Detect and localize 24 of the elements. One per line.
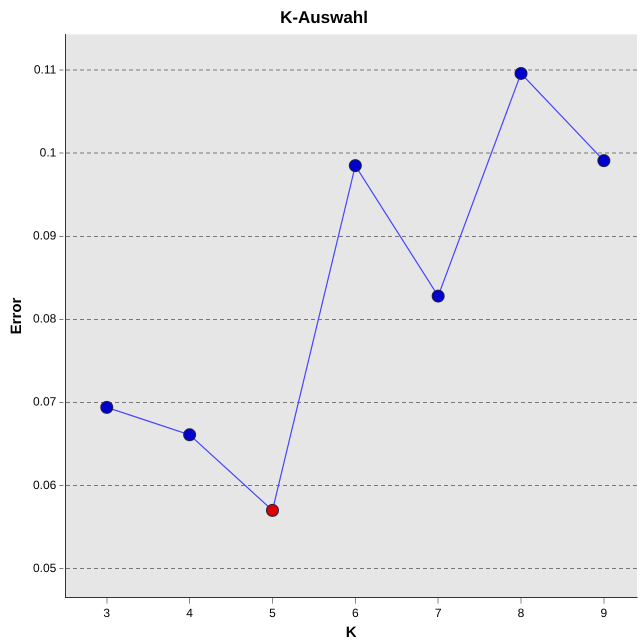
x-tick-label: 8: [518, 606, 525, 620]
x-tick-label: 7: [434, 606, 442, 620]
y-tick-label: 0.09: [32, 228, 57, 243]
y-tick-label: 0.07: [32, 394, 57, 409]
x-tick-label: 9: [600, 606, 608, 620]
y-tick-label: 0.11: [34, 62, 57, 76]
y-tick-label: 0.05: [32, 560, 57, 575]
chart-title: K-Auswahl: [280, 8, 368, 27]
x-tick-label: 6: [352, 606, 359, 620]
point: [183, 428, 196, 442]
x-tick-label: 4: [186, 606, 194, 620]
y-tick-label: 0.06: [32, 478, 57, 492]
y-axis-title: Error: [8, 298, 26, 334]
x-tick-label: 3: [103, 606, 110, 620]
point: [597, 154, 610, 168]
point: [348, 159, 362, 172]
x-tick-label: 5: [269, 606, 276, 620]
point: [514, 66, 528, 80]
y-tick-label: 0.08: [32, 312, 57, 326]
y-tick-label: 0.1: [40, 146, 57, 160]
point: [266, 504, 279, 517]
point: [100, 400, 114, 414]
x-axis-title: K: [346, 624, 357, 642]
point: [432, 290, 445, 303]
